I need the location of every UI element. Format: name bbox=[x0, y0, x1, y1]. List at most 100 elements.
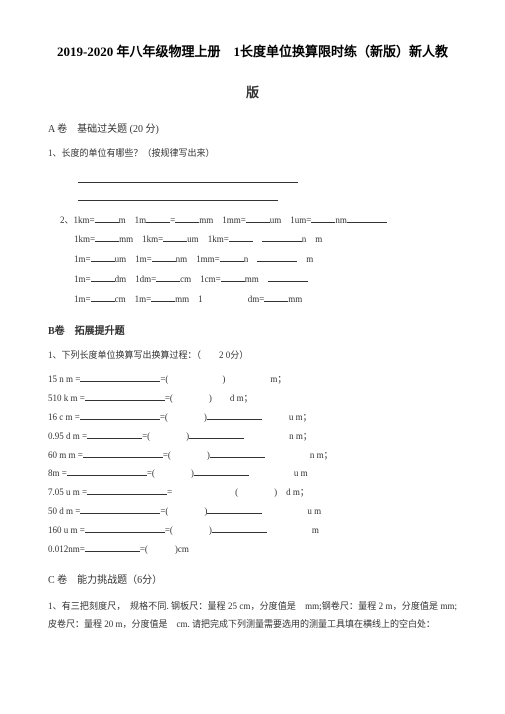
blank[interactable] bbox=[212, 523, 267, 533]
text: d m； bbox=[230, 393, 253, 403]
text: 160 u m = bbox=[48, 525, 85, 535]
blank[interactable] bbox=[220, 252, 244, 262]
text: 1km= bbox=[208, 234, 229, 244]
text: u m bbox=[307, 506, 321, 516]
blank[interactable] bbox=[175, 213, 199, 223]
conversion-row: 1m=dm 1dm=cm 1cm=mm bbox=[74, 270, 457, 290]
blank[interactable] bbox=[163, 232, 187, 242]
text: m bbox=[312, 525, 319, 535]
blank[interactable] bbox=[91, 292, 115, 302]
text: cm 1cm= bbox=[180, 274, 221, 284]
conversion-row: 2、1km=m 1m=mm 1mm=um 1um=nm bbox=[60, 211, 457, 231]
q2-prefix: 2、 bbox=[60, 215, 74, 225]
text: d m； bbox=[286, 487, 309, 497]
blank[interactable] bbox=[85, 542, 140, 552]
blank[interactable] bbox=[87, 429, 142, 439]
text: =( ) bbox=[165, 525, 212, 535]
question-c1: 1、有三把刻度尺， 规格不同. 钢板尺：量程 25 cm，分度值是 mm;钢卷尺… bbox=[48, 597, 457, 633]
subtitle-text: 版 bbox=[246, 85, 259, 100]
blank[interactable] bbox=[207, 504, 262, 514]
text: =( ) bbox=[142, 431, 189, 441]
text: 50 d m = bbox=[48, 506, 80, 516]
conversion-row: 1m=um 1m=nm 1mm=n m bbox=[74, 250, 457, 270]
blank[interactable] bbox=[91, 252, 115, 262]
text: =( ) bbox=[160, 412, 207, 422]
blank[interactable] bbox=[207, 410, 262, 420]
text: 1km= bbox=[74, 215, 95, 225]
page-subtitle: 版 bbox=[48, 83, 457, 104]
text: = ( ) bbox=[167, 487, 277, 497]
blank[interactable] bbox=[85, 523, 165, 533]
calc-row: 50 d m = =( ) u m bbox=[48, 502, 457, 521]
calc-row: 510 k m ==( ) d m； bbox=[48, 389, 457, 408]
calc-row: 8m ==( ) u m bbox=[48, 464, 457, 483]
blank[interactable] bbox=[210, 448, 265, 458]
text: =( ) bbox=[160, 506, 207, 516]
blank[interactable] bbox=[264, 292, 288, 302]
calc-row: 7.05 u m = = ( ) d m； bbox=[48, 483, 457, 502]
blank[interactable] bbox=[229, 232, 253, 242]
question-b1: 1、下列长度单位换算写出换算过程：（ 2 0分） bbox=[48, 348, 457, 362]
blank[interactable] bbox=[189, 429, 244, 439]
text: cm 1m= bbox=[115, 294, 152, 304]
blank[interactable] bbox=[311, 213, 335, 223]
blank[interactable] bbox=[221, 272, 245, 282]
blank[interactable] bbox=[262, 232, 302, 242]
text: =( ) bbox=[160, 374, 225, 384]
text: n bbox=[302, 234, 307, 244]
text: n m； bbox=[289, 431, 312, 441]
text: mm 1 bbox=[175, 294, 203, 304]
blank[interactable] bbox=[95, 213, 119, 223]
text: 8m = bbox=[48, 468, 67, 478]
text: =( ) bbox=[147, 468, 194, 478]
blank[interactable] bbox=[151, 292, 175, 302]
conversion-row: 1m=cm 1m=mm 1 dm=mm bbox=[74, 290, 457, 310]
blank[interactable] bbox=[146, 213, 170, 223]
text: 510 k m = bbox=[48, 393, 85, 403]
blank[interactable] bbox=[91, 272, 115, 282]
blank[interactable] bbox=[347, 213, 387, 223]
text: 0.95 d m = bbox=[48, 431, 87, 441]
blank[interactable] bbox=[87, 485, 167, 495]
blank[interactable] bbox=[80, 410, 160, 420]
text: u m； bbox=[289, 412, 312, 422]
text: 1m= bbox=[74, 274, 91, 284]
blank[interactable] bbox=[80, 372, 160, 382]
blank[interactable] bbox=[194, 466, 249, 476]
title-text: 2019-2020 年八年级物理上册 1长度单位换算限时练（新版）新人教 bbox=[57, 44, 448, 59]
answer-blank-1[interactable] bbox=[78, 169, 298, 183]
text: 0.012nm= bbox=[48, 544, 85, 554]
answer-blank-2[interactable] bbox=[78, 187, 278, 201]
text: m bbox=[306, 254, 313, 264]
blank[interactable] bbox=[257, 252, 297, 262]
calc-row: 15 n m ==( ) m； bbox=[48, 370, 457, 389]
text: um 1um= bbox=[270, 215, 312, 225]
text: m； bbox=[270, 374, 286, 384]
calc-row: 16 c m = =( ) u m； bbox=[48, 408, 457, 427]
text: 7.05 u m = bbox=[48, 487, 87, 497]
question-a1: 1、长度的单位有哪些？（按规律写出来） bbox=[48, 146, 457, 160]
text: 1m= bbox=[74, 254, 91, 264]
blank[interactable] bbox=[268, 272, 308, 282]
text: n m； bbox=[310, 450, 333, 460]
section-b-header: B卷 拓展提升题 bbox=[48, 324, 457, 340]
text: m bbox=[315, 234, 322, 244]
calc-row: 0.012nm==( )cm bbox=[48, 540, 457, 559]
text: um bbox=[187, 234, 199, 244]
blank[interactable] bbox=[80, 504, 160, 514]
blank[interactable] bbox=[67, 466, 147, 476]
conversion-block: 2、1km=m 1m=mm 1mm=um 1um=nm 1km= mm 1km= u… bbox=[60, 211, 457, 310]
calculation-block: 15 n m ==( ) m； 510 k m ==( ) d m； 16 c … bbox=[48, 370, 457, 559]
blank[interactable] bbox=[83, 448, 163, 458]
text: 1km= bbox=[74, 234, 95, 244]
conversion-row: 1km=mm 1km=um 1km= n m bbox=[74, 230, 457, 250]
text: 1m= bbox=[74, 294, 91, 304]
blank[interactable] bbox=[246, 213, 270, 223]
blank[interactable] bbox=[152, 252, 176, 262]
blank[interactable] bbox=[95, 232, 119, 242]
blank[interactable] bbox=[85, 391, 165, 401]
blank[interactable] bbox=[156, 272, 180, 282]
text: mm bbox=[245, 274, 259, 284]
text: nm 1mm= bbox=[176, 254, 220, 264]
text: 16 c m = bbox=[48, 412, 80, 422]
